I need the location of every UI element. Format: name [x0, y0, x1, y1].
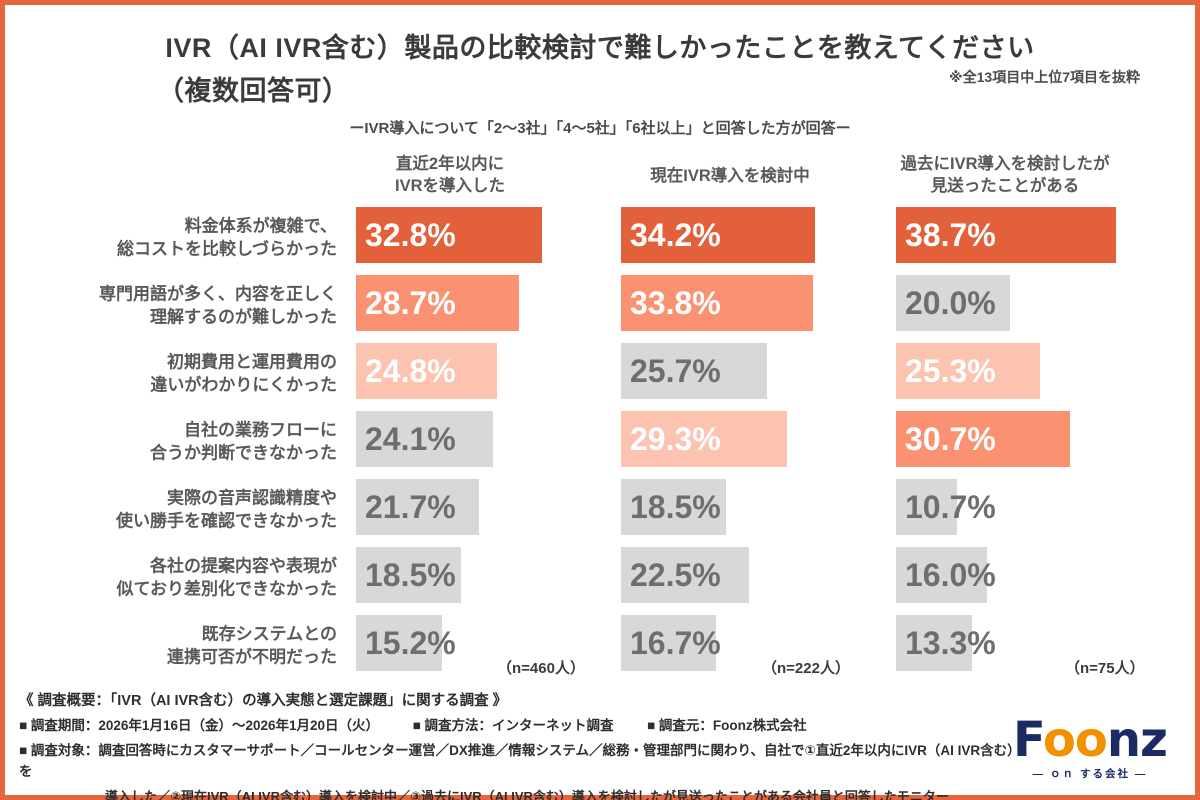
row-label: 自社の業務フローに 合うか判断できなかった: [150, 420, 337, 463]
sample-size-row: （n=460人） （n=222人） （n=75人）: [5, 657, 1195, 681]
chart-row: 各社の提案内容や表現が 似ており差別化できなかった 18.5% 22.5% 16.0%: [5, 547, 1195, 609]
column-header-0: 直近2年以内に IVRを導入した: [350, 153, 550, 198]
row-label: 初期費用と運用費用の 違いがわかりにくかった: [150, 352, 337, 395]
column-header-0-line-2: IVRを導入した: [394, 177, 505, 196]
page-title-line-2: （複数回答可）: [157, 76, 350, 107]
sample-size-0: （n=460人）: [497, 660, 585, 677]
bar-chart: 料金体系が複雑で、 総コストを比較しづらかった 32.8% 34.2% 38.7% 専門用…: [5, 207, 1195, 683]
bar-value-label: 20.0%: [905, 285, 996, 321]
chart-row: 既存システムとの 連携可否が不明だった 15.2% 16.7% 13.3%: [5, 615, 1195, 677]
chart-row: 実際の音声認識精度や 使い勝手を確認できなかった 21.7% 18.5% 10.7%: [5, 479, 1195, 541]
bar-series-0-row-0: 32.8%: [356, 207, 543, 263]
sample-size-2: （n=75人）: [1065, 660, 1145, 677]
chart-row: 自社の業務フローに 合うか判断できなかった 24.1% 29.3% 30.7%: [5, 411, 1195, 473]
logo-wordmark: Foonz: [1001, 716, 1179, 764]
bar-value-label: 30.7%: [905, 421, 996, 457]
extraction-note: ※全13項目中上位7項目を抜粋: [949, 69, 1140, 85]
bar-series-2-row-5: 16.0%: [896, 547, 996, 603]
column-header-2-line-2: 見送ったことがある: [930, 177, 1080, 196]
bar-value-label: 24.8%: [365, 353, 456, 389]
bar-series-0-row-2: 24.8%: [356, 343, 497, 399]
bar-series-2-row-6: 13.3%: [896, 615, 996, 671]
chart-row: 初期費用と運用費用の 違いがわかりにくかった 24.8% 25.7% 25.3%: [5, 343, 1195, 405]
row-label: 専門用語が多く、内容を正しく 理解するのが難しかった: [99, 284, 337, 327]
column-header-0-line-1: 直近2年以内に: [395, 155, 505, 173]
respondent-condition-note: ーIVR導入について「2～3社」「4～5社」「6社以上」と回答した方が回答ー: [349, 120, 851, 137]
footer-method: ■ 調査方法：インターネット調査: [412, 718, 614, 733]
title-block: IVR（AI IVR含む）製品の比較検討で難しかったことを教えてください （複数…: [5, 27, 1195, 113]
bar-value-label: 15.2%: [365, 625, 456, 661]
bar-value-label: 38.7%: [905, 217, 996, 253]
bar-series-2-row-2: 25.3%: [896, 343, 1040, 399]
bar-value-label: 21.7%: [365, 489, 456, 525]
bar-series-0-row-3: 24.1%: [356, 411, 493, 467]
survey-overview-footer: 《 調査概要：「IVR（AI IVR含む）の導入実態と選定課題」に関する調査 》…: [19, 689, 1019, 800]
foonz-logo: Foonz — ｏｎ する会社 —: [1001, 716, 1179, 781]
logo-tagline: — ｏｎ する会社 —: [1032, 768, 1148, 780]
bar-series-1-row-4: 18.5%: [621, 479, 727, 535]
bar-series-2-row-1: 20.0%: [896, 275, 1010, 331]
bar-series-2-row-3: 30.7%: [896, 411, 1071, 467]
chart-row: 専門用語が多く、内容を正しく 理解するのが難しかった 28.7% 33.8% 20.0%: [5, 275, 1195, 337]
bar-series-1-row-1: 33.8%: [621, 275, 813, 331]
bar-series-2-row-4: 10.7%: [896, 479, 996, 535]
bar-value-label: 16.7%: [630, 625, 721, 661]
chart-row: 料金体系が複雑で、 総コストを比較しづらかった 32.8% 34.2% 38.7%: [5, 207, 1195, 269]
bar-value-label: 25.3%: [905, 353, 996, 389]
bar-value-label: 22.5%: [630, 557, 721, 593]
bar-series-2-row-0: 38.7%: [896, 207, 1116, 263]
footer-summary: 《 調査概要：「IVR（AI IVR含む）の導入実態と選定課題」に関する調査 》: [19, 693, 508, 709]
footer-period-method-source: ■ 調査期間：2026年1月16日（金）～2026年1月20日（火） ■ 調査方…: [19, 716, 1019, 736]
sample-size-1: （n=222人）: [762, 660, 850, 677]
column-header-2-line-1: 過去にIVR導入を検討したが: [900, 155, 1110, 173]
footer-source: ■ 調査元：Foonz株式会社: [647, 718, 807, 733]
logo-part-nz: nz: [1106, 712, 1168, 768]
bar-series-0-row-4: 21.7%: [356, 479, 480, 535]
bar-value-label: 24.1%: [365, 421, 456, 457]
bar-value-label: 18.5%: [630, 489, 721, 525]
page-title-line-1: IVR（AI IVR含む）製品の比較検討で難しかったことを教えてください: [165, 33, 1035, 63]
row-label: 実際の音声認識精度や 使い勝手を確認できなかった: [116, 488, 337, 531]
bar-series-0-row-5: 18.5%: [356, 547, 462, 603]
row-label: 既存システムとの 連携可否が不明だった: [167, 624, 337, 667]
bar-series-1-row-3: 29.3%: [621, 411, 788, 467]
column-header-1: 現在IVR導入を検討中: [650, 167, 810, 185]
bar-value-label: 25.7%: [630, 353, 721, 389]
bar-value-label: 13.3%: [905, 625, 996, 661]
row-label: 料金体系が複雑で、 総コストを比較しづらかった: [117, 216, 337, 259]
bar-value-label: 34.2%: [630, 217, 721, 253]
logo-part-oo: oo: [1042, 712, 1108, 768]
bar-series-0-row-6: 15.2%: [356, 615, 456, 671]
bar-value-label: 28.7%: [365, 285, 456, 321]
bar-value-label: 18.5%: [365, 557, 456, 593]
footer-target-line-2: 導入した／②現在IVR（AI IVR含む）導入を検討中／③過去にIVR（AI I…: [105, 788, 949, 800]
bar-value-label: 32.8%: [365, 217, 456, 253]
bar-value-label: 10.7%: [905, 489, 996, 525]
bar-value-label: 16.0%: [905, 557, 996, 593]
bar-value-label: 29.3%: [630, 421, 721, 457]
bar-series-1-row-0: 34.2%: [621, 207, 816, 263]
column-header-2: 過去にIVR導入を検討したが 見送ったことがある: [885, 153, 1125, 198]
bar-series-1-row-2: 25.7%: [621, 343, 767, 399]
footer-period: ■ 調査期間：2026年1月16日（金）～2026年1月20日（火）: [19, 718, 380, 733]
bar-value-label: 33.8%: [630, 285, 721, 321]
bar-series-1-row-6: 16.7%: [621, 615, 721, 671]
bar-series-0-row-1: 28.7%: [356, 275, 520, 331]
logo-part-f: F: [1013, 712, 1044, 768]
row-label: 各社の提案内容や表現が 似ており差別化できなかった: [116, 556, 338, 599]
bar-series-1-row-5: 22.5%: [621, 547, 749, 603]
footer-target-line-1: ■ 調査対象：調査回答時にカスタマーサポート／コールセンター運営／DX推進／情報…: [19, 743, 1014, 779]
column-header-row: 直近2年以内に IVRを導入した 現在IVR導入を検討中 過去にIVR導入を検討…: [5, 153, 1195, 201]
